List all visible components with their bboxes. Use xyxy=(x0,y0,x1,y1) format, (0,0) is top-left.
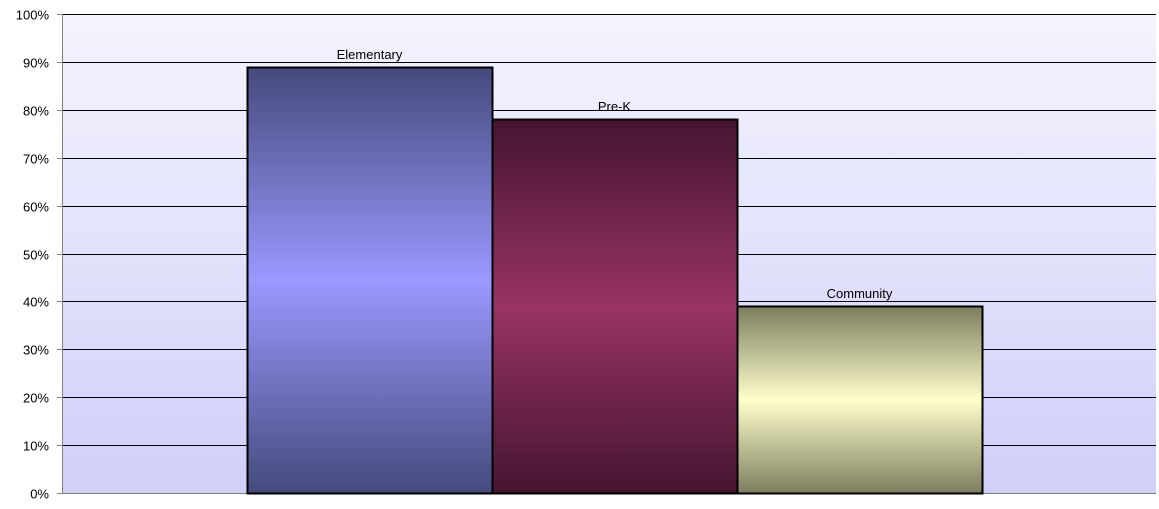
y-tick-label: 80% xyxy=(23,104,49,119)
y-tick-label: 10% xyxy=(23,439,49,454)
bar-pre-k xyxy=(491,118,739,495)
y-tick-label: 70% xyxy=(23,152,49,167)
y-tick-label: 60% xyxy=(23,200,49,215)
y-tick-label: 20% xyxy=(23,391,49,406)
data-label: Community xyxy=(827,286,893,301)
y-tick-label: 0% xyxy=(30,487,49,502)
y-tick-label: 90% xyxy=(23,56,49,71)
data-label: Elementary xyxy=(337,47,403,62)
data-labels: Elementary Pre-K Community xyxy=(337,47,893,301)
y-axis: 0% 10% 20% 30% 40% 50% 60% 70% 80% 90% 100% xyxy=(16,8,1156,502)
y-tick-label: 40% xyxy=(23,295,49,310)
y-tick-label: 50% xyxy=(23,248,49,263)
y-tick-label: 30% xyxy=(23,343,49,358)
bar-community xyxy=(736,305,984,495)
bar-elementary xyxy=(246,66,494,495)
y-tick-label: 100% xyxy=(16,8,50,23)
bars xyxy=(246,66,984,495)
data-label: Pre-K xyxy=(598,99,632,114)
